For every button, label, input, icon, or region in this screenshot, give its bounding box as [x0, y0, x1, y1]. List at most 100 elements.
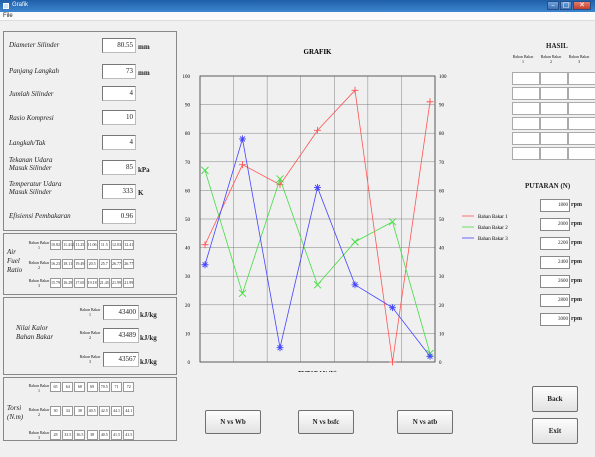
- afr-cell: 21.99: [123, 278, 135, 288]
- hasil-cell[interactable]: [540, 132, 568, 145]
- torsi-cell: 42.5: [98, 406, 110, 416]
- torsi-cell: 41.5: [123, 430, 135, 440]
- exit-button[interactable]: Exit: [532, 418, 578, 444]
- rpm-unit: rpm: [571, 202, 582, 208]
- n-vs-wb-button[interactable]: N vs Wb: [205, 410, 261, 434]
- menu-file[interactable]: File: [3, 13, 13, 19]
- data-point-marker: [426, 98, 434, 106]
- hasil-cell[interactable]: [568, 87, 595, 100]
- rpm-input[interactable]: 2000: [540, 218, 570, 231]
- kalor-input-2[interactable]: 43489: [103, 328, 139, 343]
- hasil-cell[interactable]: [512, 87, 540, 100]
- rpm-input[interactable]: 1800: [540, 199, 570, 212]
- y-tick-label-right: 20: [439, 304, 445, 309]
- putaran-title: PUTARAN (N): [525, 182, 571, 190]
- kalor-input-1[interactable]: 43400: [103, 305, 139, 320]
- afr-cell: 26.77: [123, 259, 135, 269]
- afr-cell: 12.41: [123, 240, 135, 250]
- hasil-cell[interactable]: [512, 117, 540, 130]
- hasil-header: Bahan Bakar 3: [568, 54, 590, 64]
- torsi-cell: 44.1: [123, 406, 135, 416]
- afr-cell: 16.29: [62, 278, 74, 288]
- hasil-cell[interactable]: [540, 102, 568, 115]
- langkah-tak-input[interactable]: 4: [102, 135, 136, 150]
- hasil-header: Bahan Bakar 2: [540, 54, 562, 64]
- y-tick-label-right: 50: [439, 218, 445, 223]
- y-tick-label-right: 100: [439, 75, 447, 80]
- maximize-icon[interactable]: □: [560, 1, 572, 10]
- torsi-cell: 64: [62, 382, 74, 392]
- line-chart: GRAFIK 0 0 10 10 20 20 30 30 40 40 50 50 60 60 70 70 80 80…: [183, 48, 509, 372]
- y-tick-label-left: 70: [185, 161, 191, 166]
- hasil-cell[interactable]: [568, 102, 595, 115]
- torsi-cell: 38: [86, 430, 98, 440]
- title-bar: Grafik – □ ✕: [0, 0, 595, 12]
- afr-cell: 17.65: [74, 278, 86, 288]
- minimize-icon[interactable]: –: [547, 1, 559, 10]
- back-button[interactable]: Back: [532, 386, 578, 412]
- diameter-input[interactable]: 80.55: [102, 38, 136, 53]
- afr-cell: 11.25: [74, 240, 86, 250]
- data-point-marker: [426, 352, 434, 360]
- chart-title: GRAFIK: [304, 48, 333, 56]
- hasil-cell[interactable]: [568, 132, 595, 145]
- hasil-cell[interactable]: [568, 147, 595, 160]
- rpm-unit: rpm: [571, 316, 582, 322]
- close-icon[interactable]: ✕: [573, 1, 591, 10]
- menu-bar: File: [0, 12, 595, 21]
- hasil-cell[interactable]: [540, 147, 568, 160]
- hasil-cell[interactable]: [512, 72, 540, 85]
- torsi-cell: 33.5: [62, 430, 74, 440]
- torsi-cell: 44.1: [111, 406, 122, 416]
- torsi-row-label: Bahan Bakar 2: [28, 407, 50, 417]
- torsi-cell: 34: [62, 406, 74, 416]
- afr-cell: 21.99: [111, 278, 122, 288]
- data-point-marker: [389, 358, 396, 366]
- hasil-cell[interactable]: [540, 117, 568, 130]
- torsi-cell: 65: [50, 382, 61, 392]
- hasil-cell[interactable]: [512, 147, 540, 160]
- hasil-cell[interactable]: [568, 72, 595, 85]
- torsi-cell: 28: [50, 430, 61, 440]
- engine-parameters-panel: Diameter Silinder 80.55 mm Panjang Langk…: [3, 31, 177, 231]
- hasil-cell[interactable]: [512, 102, 540, 115]
- afr-cell: 25.7: [98, 259, 110, 269]
- kalor-input-3[interactable]: 43567: [103, 352, 139, 367]
- rpm-input[interactable]: 2200: [540, 237, 570, 250]
- afr-row-label: Bahan Bakar 1: [28, 240, 50, 250]
- rpm-input[interactable]: 2400: [540, 256, 570, 269]
- rpm-input[interactable]: 2800: [540, 294, 570, 307]
- input-label-temperatur: Temperatur Udara Masuk Silinder: [9, 180, 62, 196]
- y-tick-label-right: 80: [439, 132, 445, 137]
- n-vs-atb-button[interactable]: N vs atb: [397, 410, 453, 434]
- langkah-input[interactable]: 73: [102, 64, 136, 79]
- torsi-row-label: Bahan Bakar 3: [28, 430, 50, 440]
- efisiensi-input[interactable]: 0.96: [102, 209, 136, 224]
- data-point-marker: [314, 126, 321, 134]
- temperatur-input[interactable]: 333: [102, 184, 136, 199]
- data-point-marker: [201, 166, 209, 175]
- data-point-marker: [389, 304, 396, 312]
- hasil-cell[interactable]: [540, 72, 568, 85]
- rasio-input[interactable]: 10: [102, 110, 136, 125]
- hasil-cell[interactable]: [512, 132, 540, 145]
- afr-cell: 16.23: [50, 259, 61, 269]
- hasil-cell[interactable]: [568, 117, 595, 130]
- app-icon: [3, 3, 9, 9]
- tekanan-input[interactable]: 85: [102, 160, 136, 175]
- data-point-marker: [313, 280, 322, 289]
- legend-label: Bahan Bakar 3: [478, 237, 508, 242]
- hasil-cell[interactable]: [540, 87, 568, 100]
- torsi-cell: 36.5: [74, 430, 86, 440]
- rpm-input[interactable]: 2600: [540, 275, 570, 288]
- afr-cell: 19.49: [74, 259, 86, 269]
- n-vs-bsfc-button[interactable]: N vs bsfc: [298, 410, 354, 434]
- rpm-input[interactable]: 3000: [540, 313, 570, 326]
- jumlah-input[interactable]: 4: [102, 86, 136, 101]
- afr-cell: 11.06: [86, 240, 98, 250]
- kalor-row-label: Bahan Bakar 1: [79, 307, 101, 317]
- window-title: Grafik: [12, 2, 29, 8]
- kalor-unit: kJ/kg: [140, 311, 157, 319]
- data-point-marker: [351, 86, 359, 94]
- y-tick-label-left: 50: [185, 218, 191, 223]
